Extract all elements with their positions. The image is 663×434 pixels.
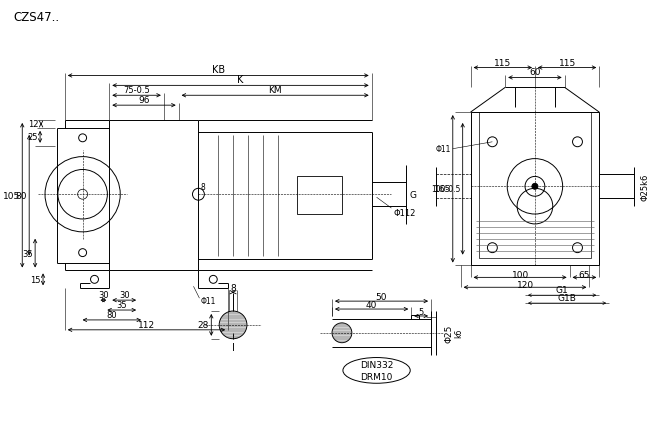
Text: 96: 96 — [139, 96, 150, 105]
Text: 80: 80 — [107, 310, 117, 319]
Text: 12: 12 — [29, 120, 39, 129]
Text: K: K — [237, 75, 244, 85]
Text: 120: 120 — [516, 281, 534, 289]
Text: KB: KB — [211, 66, 225, 76]
Text: 30: 30 — [98, 290, 109, 299]
Text: 165: 165 — [434, 185, 451, 194]
Text: Φ11: Φ11 — [436, 145, 451, 154]
Text: G1B: G1B — [558, 293, 577, 302]
Bar — [479, 113, 591, 258]
Text: Φ112: Φ112 — [393, 208, 416, 217]
Text: KM: KM — [269, 86, 282, 95]
Text: G1: G1 — [556, 286, 568, 295]
Text: 100: 100 — [511, 271, 528, 279]
Circle shape — [332, 323, 352, 343]
Text: 80: 80 — [16, 191, 27, 200]
Text: 115: 115 — [494, 59, 511, 67]
Text: DRM10: DRM10 — [361, 372, 392, 381]
Text: 105: 105 — [3, 191, 21, 200]
Text: Φ25k6: Φ25k6 — [641, 173, 650, 201]
Text: 15: 15 — [30, 275, 41, 284]
Bar — [298, 177, 342, 214]
Text: 25: 25 — [28, 133, 38, 142]
Text: Φ25: Φ25 — [444, 324, 453, 342]
Text: 30: 30 — [119, 290, 129, 299]
Text: 50: 50 — [376, 293, 387, 302]
Text: 8: 8 — [200, 182, 205, 191]
Ellipse shape — [343, 358, 410, 383]
Text: 28: 28 — [197, 321, 208, 329]
Text: 60: 60 — [529, 68, 541, 77]
Text: 40: 40 — [366, 300, 377, 309]
Text: 35: 35 — [23, 249, 33, 258]
Bar — [471, 113, 599, 266]
Text: 65: 65 — [579, 271, 590, 279]
Text: 112: 112 — [138, 320, 155, 329]
Text: 115: 115 — [558, 59, 575, 67]
Text: 100-0.5: 100-0.5 — [432, 185, 461, 194]
Text: Φ11: Φ11 — [200, 296, 215, 305]
Text: 35: 35 — [117, 300, 127, 309]
Text: G: G — [409, 190, 416, 199]
Circle shape — [219, 311, 247, 339]
Text: k6: k6 — [454, 329, 463, 338]
Text: I: I — [231, 342, 235, 352]
Text: 5: 5 — [418, 307, 424, 316]
Text: CZS47..: CZS47.. — [13, 11, 60, 24]
Circle shape — [532, 184, 538, 190]
Text: DIN332: DIN332 — [360, 360, 393, 369]
Text: 75-0.5: 75-0.5 — [123, 86, 150, 95]
Text: 8: 8 — [230, 283, 236, 293]
